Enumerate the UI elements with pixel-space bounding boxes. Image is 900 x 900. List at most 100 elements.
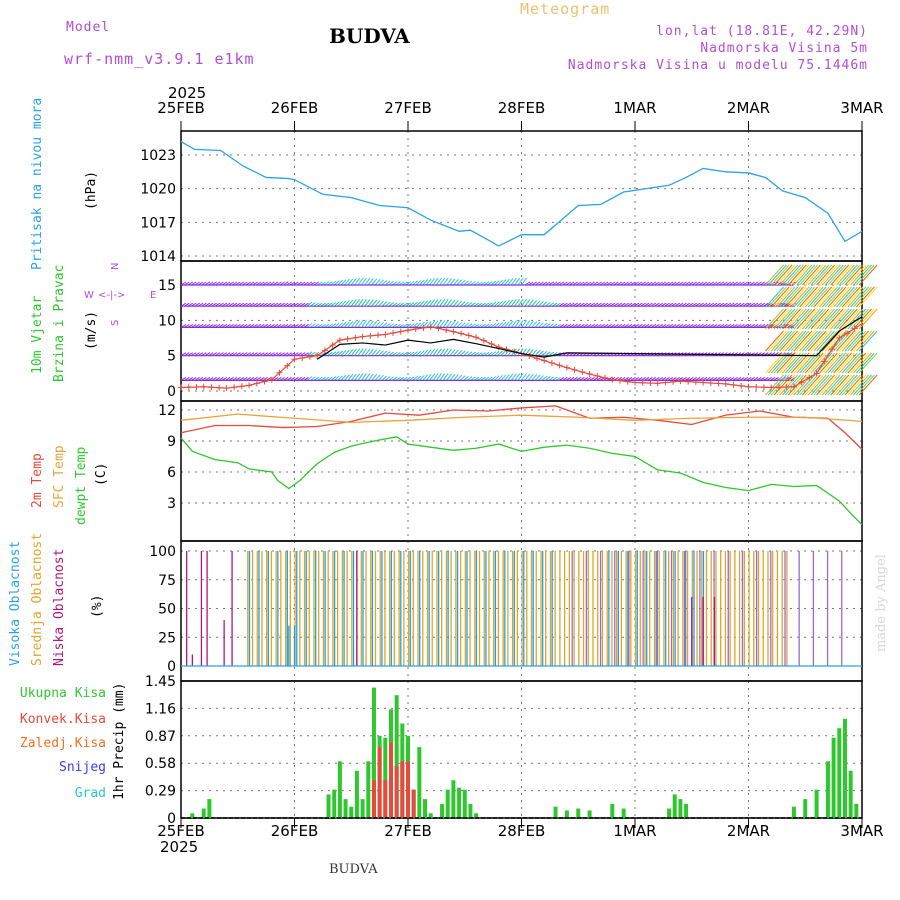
date-label: 27FEB <box>384 822 432 840</box>
wind-barb <box>408 302 415 307</box>
wind-speed-marker <box>556 362 563 369</box>
wind-speed-marker <box>783 383 790 390</box>
wind-speed-marker <box>178 384 184 391</box>
wind-barb <box>432 299 439 307</box>
wind-barb <box>381 322 388 328</box>
wind-barb-diagonal <box>767 264 787 286</box>
wind-barb-diagonal <box>847 308 867 330</box>
wind-speed-marker <box>299 354 306 361</box>
wind-barb <box>371 299 378 307</box>
wind-barb <box>463 301 469 307</box>
wind-barb-diagonal <box>785 330 804 352</box>
wind-barb-diagonal <box>844 330 864 352</box>
wind-speed-marker <box>412 326 419 333</box>
wind-barb-diagonal <box>833 352 852 374</box>
wind-speed-marker <box>624 378 631 385</box>
wind-barb-diagonal <box>847 352 867 374</box>
wind-barb <box>521 277 527 286</box>
wind-barb-diagonal <box>830 286 850 308</box>
date-label: 28FEB <box>497 822 546 840</box>
wind-barb <box>408 323 415 328</box>
wind-barb <box>350 348 357 356</box>
wind-barb <box>456 350 463 357</box>
wind-barb-diagonal <box>773 308 793 330</box>
sfc-temp-line <box>180 413 863 424</box>
page-title: BUDVA <box>329 24 410 48</box>
wind-speed-marker <box>473 334 480 341</box>
wind-barb-diagonal <box>765 330 784 352</box>
wind-barb-diagonal <box>776 286 796 308</box>
wind-barb <box>504 278 510 286</box>
wind-speed-marker <box>738 382 745 389</box>
wind-barb <box>439 373 446 381</box>
wind-speed-marker <box>216 384 223 391</box>
wind-speed-marker <box>291 356 298 363</box>
precip-conv-bar <box>388 742 393 818</box>
wind-barb <box>432 277 439 286</box>
precip-conv-bar <box>400 761 405 818</box>
wind-barb-diagonal <box>847 374 867 396</box>
wind-barb <box>344 374 350 381</box>
wind-barb-diagonal <box>853 308 872 330</box>
wind-barb-diagonal <box>796 330 816 352</box>
wind-barb-diagonal <box>802 264 821 286</box>
wind-barb-diagonal <box>816 374 835 396</box>
wind-barb <box>514 277 521 286</box>
wind-barb-diagonal <box>776 330 796 352</box>
wind-barb <box>357 348 364 356</box>
precip-total-bar <box>553 806 558 818</box>
wind-barb <box>466 323 473 328</box>
wind-barb <box>347 278 354 286</box>
wind-barb <box>442 373 449 381</box>
wind-barb <box>347 373 354 381</box>
wind-barb <box>381 280 388 286</box>
wind-barb <box>415 350 422 357</box>
wind-barb-diagonal <box>790 308 810 330</box>
wind-barb-diagonal <box>793 330 813 352</box>
wind-barb <box>531 299 538 307</box>
wind-barb <box>347 349 354 356</box>
wind-barb-diagonal <box>804 286 824 308</box>
wind-barb <box>507 373 514 381</box>
wind-barb <box>333 351 340 357</box>
wind-barb-diagonal <box>819 330 838 352</box>
precip-total-bar <box>440 803 445 818</box>
compass-e: E <box>150 290 156 301</box>
compass-arrows: <-|-> <box>98 290 125 301</box>
wind-barb <box>412 351 418 357</box>
wind-barb <box>493 350 500 357</box>
wind-barb <box>504 299 510 307</box>
year-bottom: 2025 <box>160 838 199 856</box>
wind-barb-diagonal <box>821 352 841 374</box>
cloud-tick-label: 0 <box>167 659 176 675</box>
wind-barb-diagonal <box>802 352 821 374</box>
wind-barb <box>538 322 544 328</box>
precip-tick-label: 1.45 <box>145 674 176 690</box>
wind-barb-diagonal <box>796 308 816 330</box>
wind-barb <box>418 374 425 381</box>
precip-total-bar <box>791 806 796 818</box>
precip-total-bar <box>428 813 433 818</box>
wind-barb-diagonal <box>853 374 872 396</box>
wind-barb <box>531 321 538 328</box>
wind-barb-diagonal <box>853 286 872 308</box>
wind-barb-diagonal <box>804 352 824 374</box>
wind-speed-marker <box>806 374 813 381</box>
wind-barb <box>490 301 497 307</box>
precip-tick-label: 1.16 <box>145 701 176 717</box>
precip-frame <box>180 680 863 819</box>
wind-barb <box>453 300 459 307</box>
wind-barb <box>527 299 534 307</box>
wind-barb <box>446 278 452 286</box>
wind-barb-diagonal <box>855 264 875 286</box>
wind-barb-diagonal <box>765 374 784 396</box>
wind-barb <box>463 351 469 357</box>
wind-barb-diagonal <box>838 286 858 308</box>
wind-barb <box>514 320 521 328</box>
wind-barb-diagonal <box>841 308 861 330</box>
wind-barb-diagonal <box>779 374 799 396</box>
precip-conv-bar <box>411 789 416 818</box>
wind-barb <box>459 301 466 307</box>
wind-speed-marker <box>526 352 533 359</box>
wind-speed-marker <box>692 379 699 386</box>
